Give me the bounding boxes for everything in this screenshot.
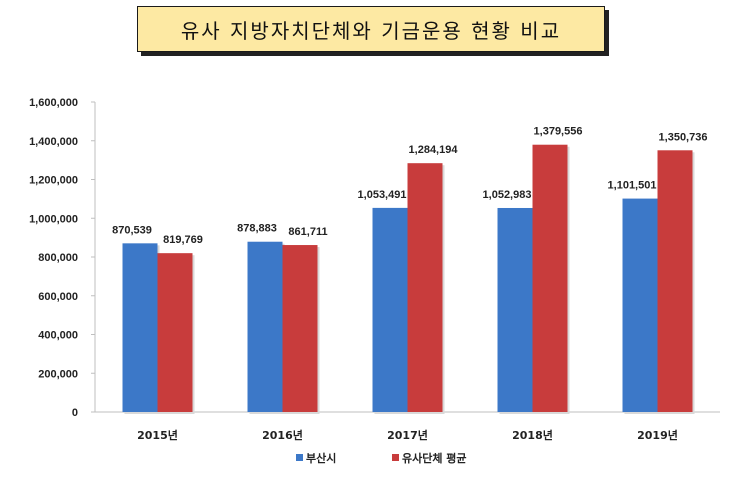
chart-title: 유사 지방자치단체와 기금운용 현황 비교 — [137, 6, 605, 52]
bar-busan — [497, 207, 533, 412]
data-label: 870,539 — [112, 224, 152, 236]
legend-label: 부산시 — [306, 451, 336, 465]
chart-axes: 0 200,000 400,000 600,000 800,000 1,000,000 1,… — [29, 97, 720, 442]
data-label: 1,379,556 — [534, 126, 583, 138]
y-tick-label: 400,000 — [38, 330, 78, 342]
data-label: 1,350,736 — [659, 131, 708, 143]
bar-peer-average — [532, 144, 568, 412]
chart-legend: 부산시 유사단체 평균 — [296, 451, 467, 465]
y-tick-label: 600,000 — [38, 291, 78, 303]
y-tick-label: 1,600,000 — [29, 97, 78, 109]
data-label: 1,284,194 — [409, 144, 459, 156]
bar-peer-average — [157, 253, 193, 412]
bar-peer-average — [657, 150, 693, 412]
data-label: 1,052,983 — [483, 189, 532, 201]
data-label: 861,711 — [288, 226, 327, 238]
data-label: 819,769 — [163, 234, 203, 246]
bar-busan — [122, 243, 158, 412]
data-label: 878,883 — [237, 223, 277, 235]
x-tick-label: 2017년 — [387, 428, 428, 442]
y-tick-label: 800,000 — [38, 252, 78, 264]
data-labels: 870,539 819,769 878,883 861,711 1,053,491 1,2… — [112, 126, 707, 246]
x-tick-label: 2016년 — [262, 428, 303, 442]
x-tick-label: 2019년 — [637, 428, 678, 442]
legend-label: 유사단체 평균 — [402, 451, 467, 465]
bar-peer-average — [282, 245, 318, 412]
data-label: 1,053,491 — [358, 189, 407, 201]
y-tick-label: 1,400,000 — [29, 136, 78, 148]
y-tick-label: 0 — [72, 407, 78, 419]
legend-swatch — [296, 454, 303, 461]
y-tick-label: 1,200,000 — [29, 175, 78, 187]
y-tick-label: 1,000,000 — [29, 213, 78, 225]
data-label: 1,101,501 — [608, 180, 657, 192]
bar-busan — [372, 207, 408, 412]
chart-bars — [122, 144, 695, 414]
x-tick-label: 2015년 — [137, 428, 178, 442]
bar-peer-average — [407, 163, 443, 412]
bar-busan — [247, 241, 283, 412]
legend-swatch — [392, 454, 399, 461]
y-tick-label: 200,000 — [38, 368, 78, 380]
bar-busan — [622, 198, 658, 412]
x-tick-label: 2018년 — [512, 428, 553, 442]
